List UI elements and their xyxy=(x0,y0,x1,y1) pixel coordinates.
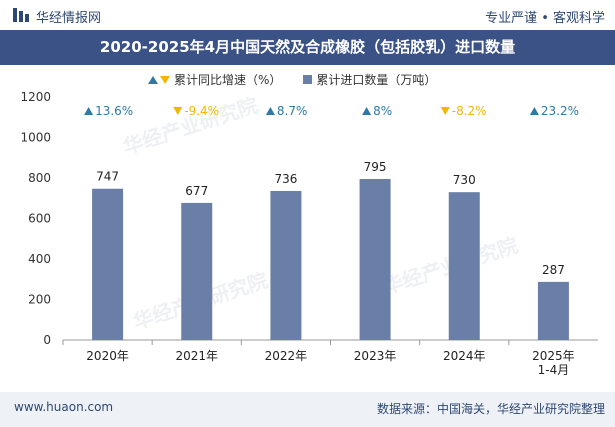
growth-label: 23.2% xyxy=(541,104,579,118)
x-tick-label: 1-4月 xyxy=(538,363,570,377)
bar-value-label: 730 xyxy=(453,173,476,187)
bar xyxy=(448,192,480,340)
x-tick-label: 2024年 xyxy=(443,349,486,363)
bar-value-label: 795 xyxy=(364,160,387,174)
footer: www.huaon.com 数据来源：中国海关，华经产业研究院整理 xyxy=(0,392,615,427)
brand-tagline: 专业严谨 • 客观科学 xyxy=(485,11,605,26)
y-tick-label: 0 xyxy=(43,333,51,347)
y-tick-label: 600 xyxy=(28,212,51,226)
bar xyxy=(537,281,569,340)
y-tick-label: 200 xyxy=(28,293,51,307)
x-tick-label: 2023年 xyxy=(354,349,397,363)
growth-down-icon xyxy=(173,107,183,115)
growth-up-icon xyxy=(529,107,539,115)
growth-label: 13.6% xyxy=(95,104,133,118)
bar xyxy=(270,190,302,340)
bar-swatch-icon xyxy=(303,75,313,84)
y-tick-label: 1200 xyxy=(20,90,51,104)
chart-title: 2020-2025年4月中国天然及合成橡胶（包括胶乳）进口数量 xyxy=(0,30,615,65)
bar xyxy=(359,179,391,340)
brand-logo-icon xyxy=(13,8,29,22)
legend-volume: 累计进口数量（万吨） xyxy=(303,71,436,88)
x-tick-label: 2021年 xyxy=(175,349,218,363)
bar xyxy=(181,202,213,340)
growth-up-icon xyxy=(362,107,372,115)
growth-label: -8.2% xyxy=(452,104,487,118)
growth-down-icon xyxy=(440,107,450,115)
legend-volume-label: 累计进口数量（万吨） xyxy=(316,73,437,87)
chart-legend: 累计同比增速（%） 累计进口数量（万吨） xyxy=(148,71,458,88)
growth-label: -9.4% xyxy=(184,104,219,118)
bar xyxy=(92,188,124,340)
growth-label: 8% xyxy=(373,104,392,118)
footer-site: www.huaon.com xyxy=(14,400,114,414)
bar-value-label: 736 xyxy=(274,172,297,186)
y-tick-label: 1000 xyxy=(20,131,51,145)
top-bar: 华经情报网 专业严谨 • 客观科学 xyxy=(0,0,615,30)
x-tick-label: 2020年 xyxy=(86,349,129,363)
growth-up-icon xyxy=(84,107,94,115)
bar-value-label: 747 xyxy=(96,170,119,184)
y-tick-label: 800 xyxy=(28,171,51,185)
brand-name: 华经情报网 xyxy=(36,11,102,26)
bar-value-label: 677 xyxy=(185,184,208,198)
legend-growth: 累计同比增速（%） xyxy=(148,71,281,88)
down-triangle-icon xyxy=(160,75,170,84)
up-triangle-icon xyxy=(148,75,158,84)
growth-label: 8.7% xyxy=(277,104,308,118)
x-tick-label: 2022年 xyxy=(265,349,308,363)
legend-growth-label: 累计同比增速（%） xyxy=(174,73,282,87)
bar-chart: 0 200 400 600 800 1000 1200 747 2020年 13.6% 677 202… xyxy=(20,90,598,377)
footer-source: 数据来源：中国海关，华经产业研究院整理 xyxy=(376,402,605,416)
x-tick-label: 2025年 xyxy=(532,349,575,363)
growth-up-icon xyxy=(265,107,275,115)
bar-value-label: 287 xyxy=(542,263,565,277)
y-tick-label: 400 xyxy=(28,252,51,266)
